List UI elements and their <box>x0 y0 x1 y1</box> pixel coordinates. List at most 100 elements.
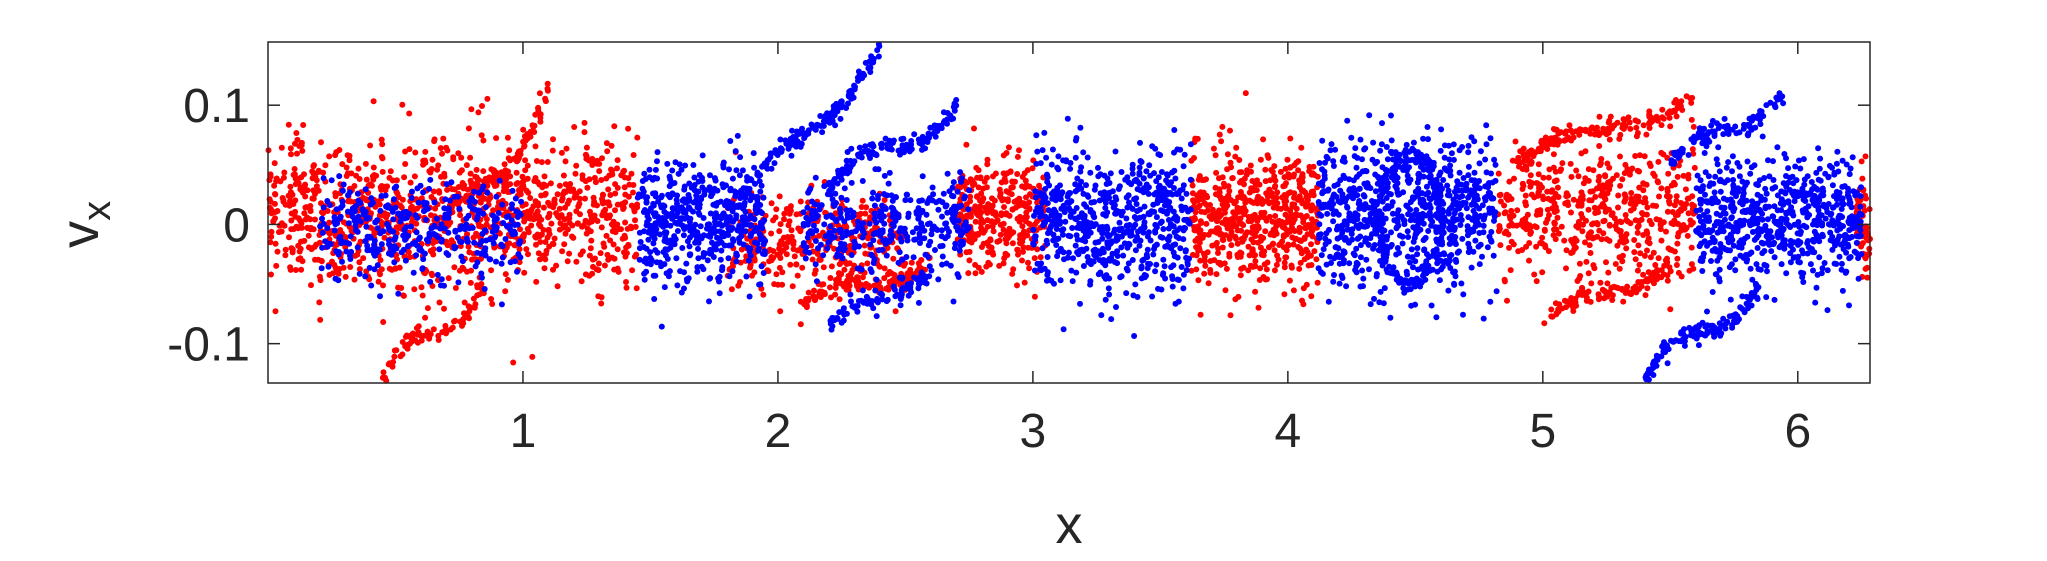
data-point <box>1189 190 1196 197</box>
data-point <box>1271 247 1278 254</box>
data-point <box>832 210 839 217</box>
data-point <box>747 222 754 228</box>
data-point <box>564 258 571 265</box>
data-point <box>951 207 958 214</box>
data-point <box>545 227 552 234</box>
data-point <box>1004 170 1011 177</box>
data-point <box>442 326 449 333</box>
data-point <box>493 215 500 222</box>
data-point <box>1281 291 1288 298</box>
data-point <box>620 168 627 175</box>
data-point <box>881 197 888 203</box>
data-point <box>1059 231 1066 238</box>
data-point <box>630 189 636 196</box>
data-point <box>976 213 983 220</box>
data-point <box>533 278 540 285</box>
data-point <box>736 172 743 179</box>
data-point <box>1655 158 1662 165</box>
data-point <box>779 281 786 288</box>
data-point <box>706 298 712 305</box>
data-point <box>512 230 519 237</box>
data-point <box>1568 238 1575 245</box>
data-point <box>695 245 701 252</box>
data-point <box>958 178 964 185</box>
data-point <box>607 192 614 198</box>
data-point <box>503 214 510 220</box>
data-point <box>1016 218 1023 225</box>
data-point <box>493 258 499 265</box>
data-point <box>558 149 565 156</box>
data-point <box>1223 265 1230 272</box>
data-point <box>867 266 874 273</box>
data-point <box>1675 162 1682 169</box>
data-point <box>634 204 641 211</box>
data-point <box>1182 247 1189 254</box>
data-point <box>467 279 474 286</box>
data-point <box>402 257 409 264</box>
data-point <box>366 264 373 271</box>
data-point <box>1533 224 1540 231</box>
data-point <box>1627 207 1634 214</box>
data-point <box>1617 182 1624 189</box>
data-point <box>1272 213 1279 219</box>
data-point <box>967 236 974 242</box>
data-point <box>726 273 733 280</box>
data-point <box>483 221 490 228</box>
data-point <box>463 215 470 222</box>
data-point <box>403 208 410 215</box>
data-point <box>1534 192 1541 199</box>
data-point <box>473 166 480 173</box>
data-point <box>1575 202 1582 209</box>
data-point <box>1597 162 1604 169</box>
data-point <box>558 197 565 204</box>
data-point <box>737 279 743 285</box>
data-point <box>287 193 294 200</box>
data-point <box>926 195 933 202</box>
data-point <box>1632 153 1639 159</box>
data-point <box>525 229 532 236</box>
data-point <box>1298 144 1305 151</box>
data-point <box>278 144 285 151</box>
data-point <box>337 233 344 240</box>
data-point <box>806 187 813 194</box>
data-point <box>477 255 484 262</box>
data-point <box>495 210 502 216</box>
data-point <box>892 308 899 315</box>
data-point <box>474 292 481 299</box>
data-point <box>996 262 1003 269</box>
data-point <box>1240 222 1247 229</box>
data-point <box>1636 152 1643 159</box>
data-point <box>524 175 531 182</box>
data-point <box>1600 218 1607 225</box>
data-point <box>1619 258 1626 265</box>
data-point <box>1672 97 1679 103</box>
data-point <box>985 259 992 266</box>
data-point <box>1044 240 1051 247</box>
data-point <box>400 292 407 299</box>
data-point <box>1209 242 1216 249</box>
data-point <box>1192 237 1199 244</box>
data-point <box>1272 219 1279 226</box>
data-point <box>1303 225 1309 232</box>
data-point <box>654 149 661 156</box>
data-point <box>402 161 409 167</box>
data-point <box>434 271 441 278</box>
data-point <box>1297 259 1304 266</box>
data-point <box>524 162 531 169</box>
data-point <box>1143 253 1150 260</box>
data-point <box>754 197 761 203</box>
data-point <box>1548 135 1555 142</box>
data-point <box>333 241 340 248</box>
data-point <box>991 197 998 204</box>
data-point <box>364 242 371 249</box>
data-point <box>787 261 794 268</box>
data-point <box>1609 297 1616 303</box>
data-point <box>1667 306 1674 313</box>
data-point <box>1539 184 1545 191</box>
data-point <box>562 189 569 195</box>
data-point <box>490 180 497 187</box>
data-point <box>654 249 661 256</box>
data-point <box>465 243 472 250</box>
data-point <box>1195 277 1202 284</box>
data-point <box>1526 178 1533 185</box>
